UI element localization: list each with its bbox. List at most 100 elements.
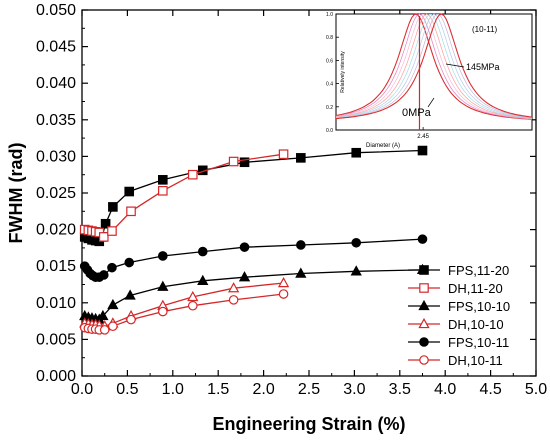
y-tick-label: 0.030 xyxy=(36,148,76,165)
data-point xyxy=(126,314,136,325)
legend-marker xyxy=(419,265,429,275)
x-tick-label: 0.5 xyxy=(116,381,138,398)
legend: FPS,11-20 DH,11-20 FPS,10-10 DH,10-10 FPS,10… xyxy=(408,263,510,368)
legend-item: FPS,10-11 xyxy=(408,335,509,350)
data-point xyxy=(158,175,168,185)
inset-profile xyxy=(335,13,533,120)
x-tick-label: 3.5 xyxy=(389,381,411,398)
data-point xyxy=(187,290,199,302)
data-point xyxy=(197,274,209,286)
data-point xyxy=(108,202,118,212)
data-point xyxy=(278,289,289,299)
x-tick-label: 1.0 xyxy=(162,381,184,398)
x-tick-label: 2.5 xyxy=(298,381,320,398)
data-point xyxy=(351,147,362,158)
data-point xyxy=(98,232,109,242)
data-point xyxy=(108,321,118,332)
inset-annotation-arrow xyxy=(445,63,465,68)
x-axis-title: Engineering Strain (%) xyxy=(212,414,405,434)
y-tick-label: 0.015 xyxy=(36,258,76,275)
legend-marker xyxy=(419,337,429,347)
x-tick-label: 4.0 xyxy=(434,381,456,398)
y-tick-label: 0.020 xyxy=(36,222,76,239)
y-tick-label: 0.045 xyxy=(36,39,76,56)
data-point xyxy=(158,186,168,196)
data-point xyxy=(197,246,208,257)
inset-annotation-145mpa: 145MPa xyxy=(466,62,500,72)
inset-y-tick-label: 0.4 xyxy=(326,82,333,88)
data-point xyxy=(124,257,135,268)
legend-label: DH,10-10 xyxy=(448,317,504,332)
x-tick-label: 3.0 xyxy=(343,381,365,398)
plot-area: 0.0 0.5 1.0 1.5 2.0 2.5 3.0 3.5 4.0 4.5 5.00.0000.… xyxy=(6,2,547,434)
y-tick-label: 0.050 xyxy=(36,2,76,19)
inset-y-tick-label: 0.6 xyxy=(326,58,333,64)
legend-item: DH,10-10 xyxy=(408,317,504,332)
data-point xyxy=(228,282,240,293)
data-point xyxy=(278,149,289,160)
inset-profile xyxy=(335,13,533,120)
x-tick-label: 0.0 xyxy=(71,381,93,398)
legend-item: DH,11-20 xyxy=(408,281,503,296)
data-point xyxy=(107,226,117,236)
x-tick-label: 5.0 xyxy=(525,381,547,398)
data-point xyxy=(97,309,109,321)
data-point xyxy=(99,325,110,335)
legend-marker xyxy=(419,283,429,293)
series-line xyxy=(84,149,423,243)
data-point xyxy=(228,295,239,305)
y-tick-label: 0.025 xyxy=(36,185,76,202)
series-fps-11-20 xyxy=(79,145,428,247)
inset-annotation-0mpa: 0MPa xyxy=(402,107,432,119)
data-point xyxy=(295,267,307,278)
data-point xyxy=(350,265,362,276)
inset-profile xyxy=(335,13,533,119)
legend-label: DH,11-20 xyxy=(448,281,503,296)
inset-y-tick-label: 0.0 xyxy=(326,128,333,134)
data-point xyxy=(417,234,428,244)
x-tick-label: 2.0 xyxy=(252,381,274,398)
inset-y-axis-title: Relatively intensity xyxy=(340,51,346,93)
data-point xyxy=(124,186,135,197)
data-point xyxy=(417,145,428,156)
legend-label: DH,10-11 xyxy=(448,353,503,368)
legend-marker xyxy=(418,299,430,311)
inset-profile xyxy=(335,13,533,120)
data-point xyxy=(157,280,169,291)
inset-title: (10-11) xyxy=(472,25,498,34)
inset-profile xyxy=(335,13,533,119)
inset-chart: 0.0 0.2 0.4 0.6 0.8 1.0 Relatively intensity 2.… xyxy=(326,12,533,149)
legend-marker xyxy=(418,317,430,329)
data-point xyxy=(239,157,250,168)
data-point xyxy=(124,289,136,300)
data-point xyxy=(98,270,109,280)
series-dh-11-20 xyxy=(79,149,289,242)
inset-y-tick-label: 1.0 xyxy=(326,12,333,18)
inset-annotation-arrow xyxy=(427,97,435,108)
x-tick-label: 4.5 xyxy=(479,381,501,398)
y-axis-title: FWHM (rad) xyxy=(6,143,26,244)
data-point xyxy=(277,276,290,288)
y-tick-label: 0.040 xyxy=(36,75,76,92)
series-dh-10-11 xyxy=(79,289,289,335)
x-tick-label: 1.5 xyxy=(207,381,229,398)
data-point xyxy=(238,271,251,282)
data-point xyxy=(126,206,136,217)
legend-item: FPS,10-10 xyxy=(408,299,510,314)
data-point xyxy=(296,153,306,163)
legend-item: FPS,11-20 xyxy=(408,263,509,278)
inset-y-tick-label: 0.8 xyxy=(326,35,333,41)
data-point xyxy=(100,218,111,229)
legend-item: DH,10-11 xyxy=(408,353,503,368)
data-point xyxy=(158,306,168,317)
data-point xyxy=(158,251,168,261)
data-point xyxy=(228,156,239,167)
y-tick-label: 0.035 xyxy=(36,112,76,129)
data-point xyxy=(187,300,198,311)
data-point xyxy=(351,237,362,248)
y-tick-label: 0.010 xyxy=(36,295,76,312)
data-point xyxy=(239,242,250,252)
y-tick-label: 0.000 xyxy=(36,368,76,385)
series-fps-10-10 xyxy=(79,263,429,324)
